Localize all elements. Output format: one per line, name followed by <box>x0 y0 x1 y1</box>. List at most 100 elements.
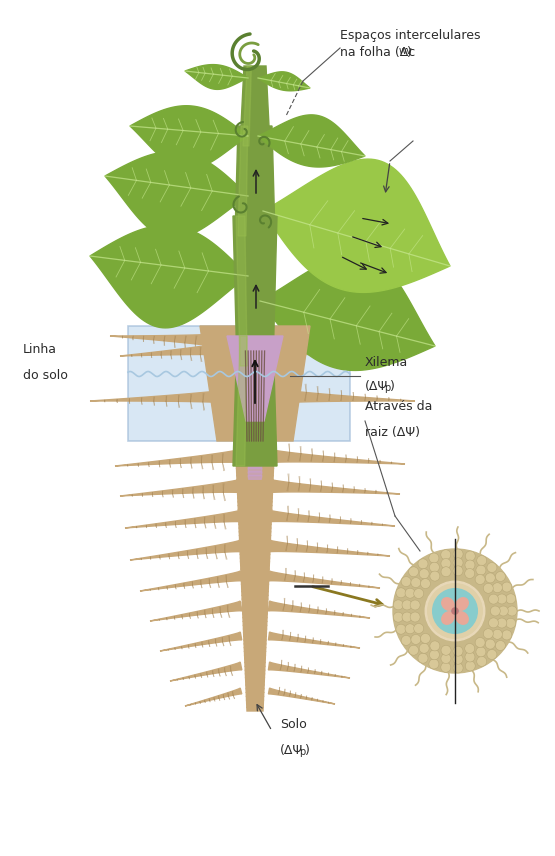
Polygon shape <box>110 332 235 350</box>
Circle shape <box>393 600 403 609</box>
Circle shape <box>429 553 439 563</box>
Polygon shape <box>243 603 268 606</box>
Polygon shape <box>246 356 264 360</box>
Polygon shape <box>248 453 263 457</box>
Polygon shape <box>125 510 241 528</box>
Circle shape <box>502 582 512 592</box>
Circle shape <box>405 588 415 598</box>
Ellipse shape <box>442 612 454 624</box>
Circle shape <box>475 638 485 647</box>
Circle shape <box>475 574 485 585</box>
Polygon shape <box>248 431 263 435</box>
Polygon shape <box>247 412 263 416</box>
Polygon shape <box>240 539 270 543</box>
Polygon shape <box>238 509 272 513</box>
Polygon shape <box>233 336 277 466</box>
Circle shape <box>408 567 418 577</box>
Circle shape <box>476 647 486 657</box>
Circle shape <box>430 562 440 573</box>
Circle shape <box>396 588 406 597</box>
Polygon shape <box>231 356 279 360</box>
Polygon shape <box>237 476 273 479</box>
Polygon shape <box>245 666 265 670</box>
Text: do solo: do solo <box>23 369 68 382</box>
Polygon shape <box>231 348 279 352</box>
Polygon shape <box>246 704 263 707</box>
Polygon shape <box>246 696 264 700</box>
Polygon shape <box>260 254 435 371</box>
Text: p: p <box>299 747 305 757</box>
Polygon shape <box>200 326 310 441</box>
Polygon shape <box>248 427 263 431</box>
Text: (ΔΨ: (ΔΨ <box>365 380 388 393</box>
Polygon shape <box>248 461 262 464</box>
Circle shape <box>506 594 516 603</box>
Circle shape <box>401 577 411 586</box>
Polygon shape <box>273 340 390 356</box>
Polygon shape <box>258 115 365 167</box>
Polygon shape <box>244 647 266 651</box>
Polygon shape <box>241 588 268 591</box>
Polygon shape <box>240 66 270 146</box>
Polygon shape <box>233 389 277 393</box>
Polygon shape <box>235 423 275 427</box>
Polygon shape <box>243 606 268 610</box>
Polygon shape <box>233 216 277 366</box>
Text: wv: wv <box>399 46 413 56</box>
Circle shape <box>488 594 498 604</box>
Polygon shape <box>232 367 278 371</box>
Circle shape <box>421 633 431 644</box>
Polygon shape <box>238 487 273 490</box>
Polygon shape <box>245 674 265 677</box>
Circle shape <box>465 652 475 662</box>
Polygon shape <box>130 540 242 560</box>
Polygon shape <box>235 446 275 449</box>
Polygon shape <box>246 375 264 378</box>
Polygon shape <box>246 389 263 393</box>
Polygon shape <box>247 401 263 405</box>
Polygon shape <box>246 367 264 371</box>
Circle shape <box>408 645 418 655</box>
Circle shape <box>430 641 440 651</box>
Polygon shape <box>246 348 264 352</box>
Circle shape <box>411 578 421 587</box>
Polygon shape <box>236 457 274 461</box>
Polygon shape <box>245 658 265 663</box>
Polygon shape <box>269 571 380 588</box>
Polygon shape <box>240 554 270 558</box>
Text: ): ) <box>305 744 310 757</box>
Circle shape <box>441 558 451 568</box>
Circle shape <box>477 556 487 566</box>
Polygon shape <box>246 700 264 704</box>
Polygon shape <box>258 72 310 91</box>
Circle shape <box>421 579 431 589</box>
Polygon shape <box>246 688 264 693</box>
Polygon shape <box>242 591 268 595</box>
Circle shape <box>396 624 406 634</box>
Polygon shape <box>240 562 270 565</box>
Polygon shape <box>185 688 242 706</box>
Text: Linha: Linha <box>23 343 57 356</box>
Polygon shape <box>234 408 276 412</box>
Polygon shape <box>246 360 264 364</box>
Polygon shape <box>233 378 278 382</box>
Circle shape <box>418 653 428 663</box>
Polygon shape <box>248 464 262 468</box>
Ellipse shape <box>456 612 468 624</box>
Polygon shape <box>269 449 405 464</box>
Polygon shape <box>245 655 265 658</box>
Circle shape <box>418 559 428 568</box>
Circle shape <box>452 608 458 614</box>
Polygon shape <box>246 352 264 356</box>
Circle shape <box>410 600 420 610</box>
Polygon shape <box>243 614 267 617</box>
Polygon shape <box>236 464 274 468</box>
Polygon shape <box>244 640 266 644</box>
Circle shape <box>507 606 517 616</box>
Polygon shape <box>238 505 272 509</box>
Polygon shape <box>232 364 278 367</box>
Circle shape <box>429 659 439 669</box>
Polygon shape <box>248 457 262 461</box>
Circle shape <box>488 618 498 628</box>
Polygon shape <box>140 571 242 591</box>
